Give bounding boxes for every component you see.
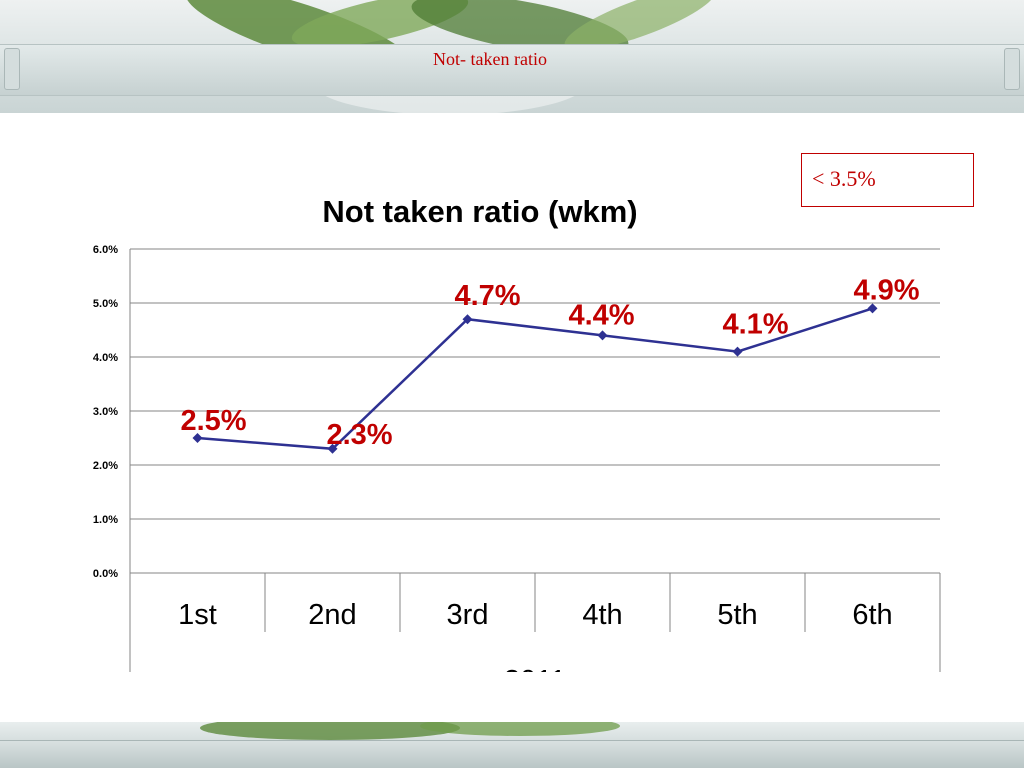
data-label: 2.3% [326,419,392,451]
footer-band [0,722,1024,768]
data-label: 4.9% [853,274,919,306]
data-point [462,314,473,325]
data-point [327,443,338,454]
y-tick-label: 2.0% [93,460,118,472]
slide-title: Not- taken ratio [433,49,547,69]
target-value: < 3.5% [812,166,876,191]
x-tick-label: 3rd [447,599,489,631]
x-group-label: 2011 [504,665,566,697]
y-tick-label: 3.0% [93,406,118,418]
y-tick-label: 5.0% [93,298,118,310]
header-bar-cap-left [4,48,20,90]
data-point [597,330,608,341]
x-tick-label: 6th [852,599,892,631]
x-tick-label: 5th [717,599,757,631]
data-label: 2.5% [180,405,246,437]
y-tick-label: 0.0% [93,568,118,580]
data-label: 4.7% [454,280,520,312]
footer-bar [0,740,1024,768]
target-callout: < 3.5% [801,153,974,207]
y-tick-label: 6.0% [93,244,118,256]
x-tick-label: 1st [178,599,217,631]
y-tick-label: 4.0% [93,352,118,364]
header-bar-cap-right [1004,48,1020,90]
data-label: 4.1% [722,309,788,341]
data-label: 4.4% [568,299,634,331]
x-tick-label: 4th [582,599,622,631]
chart-title: Not taken ratio (wkm) [322,194,638,229]
leaf-decoration-bottom [200,722,620,740]
data-point [732,346,743,357]
header-bar [0,44,1024,96]
header-band [0,0,1024,113]
series-line [197,307,873,451]
data-point [192,433,203,443]
data-point [867,303,878,314]
x-tick-label: 2nd [308,599,356,631]
y-tick-label: 1.0% [93,514,118,526]
